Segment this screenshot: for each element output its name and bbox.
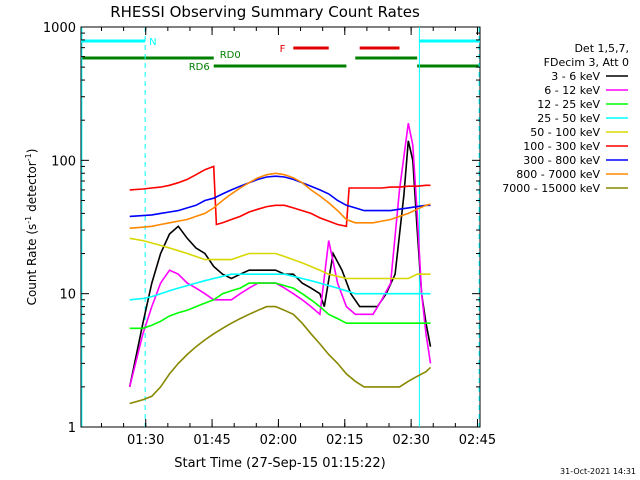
x-tick-label: 02:45 bbox=[459, 433, 496, 448]
legend-label: 100 - 300 keV bbox=[523, 140, 600, 153]
legend-label: 25 - 50 keV bbox=[537, 112, 600, 125]
legend-label: 7000 - 15000 keV bbox=[502, 182, 600, 195]
series-line bbox=[129, 282, 431, 330]
status-bar-label: RD6 bbox=[189, 62, 210, 73]
y-tick-label: 1000 bbox=[43, 21, 76, 36]
x-tick-label: 02:00 bbox=[260, 433, 297, 448]
series-line bbox=[128, 123, 432, 388]
plot-area: N F RD0 RD6 bbox=[80, 26, 481, 428]
legend-label: 300 - 800 keV bbox=[523, 154, 600, 167]
series-line bbox=[129, 305, 432, 405]
legend-header-line1: Det 1,5,7, bbox=[574, 42, 629, 55]
status-bar-label: RD0 bbox=[220, 50, 241, 61]
y-axis-label-sup2: -1 bbox=[24, 153, 33, 161]
series-lines bbox=[128, 123, 432, 405]
x-tick-label: 01:30 bbox=[127, 433, 164, 448]
status-bars: N F RD0 RD6 bbox=[81, 37, 480, 73]
series-line bbox=[129, 165, 431, 228]
x-tick-label: 02:15 bbox=[326, 433, 363, 448]
y-axis-label-sup1: -1 bbox=[24, 216, 33, 224]
y-axis-label: Count Rate (s-1 detector-1) bbox=[24, 149, 39, 306]
legend-label: 800 - 7000 keV bbox=[516, 168, 600, 181]
y-axis: 1 10 100 1000 bbox=[43, 21, 480, 436]
x-axis-label: Start Time (27-Sep-15 01:15:22) bbox=[174, 456, 385, 471]
status-bar-label: F bbox=[280, 44, 286, 55]
y-tick-label: 1 bbox=[68, 421, 76, 436]
status-bar-label: N bbox=[149, 37, 156, 48]
legend-header-line2: FDecim 3, Att 0 bbox=[544, 56, 629, 69]
series-line bbox=[129, 237, 431, 280]
x-axis: 01:30 01:45 02:00 02:15 02:30 02:45 bbox=[100, 27, 496, 448]
legend-label: 3 - 6 keV bbox=[551, 70, 600, 83]
plot-frame bbox=[80, 26, 481, 428]
x-tick-label: 02:30 bbox=[392, 433, 429, 448]
legend-label: 12 - 25 keV bbox=[537, 98, 600, 111]
footer-date: 31-Oct-2021 14:31 bbox=[560, 467, 636, 476]
series-line bbox=[129, 175, 431, 218]
legend-label: 6 - 12 keV bbox=[544, 84, 600, 97]
series-line bbox=[129, 273, 431, 301]
y-axis-label-mid: detector bbox=[25, 161, 39, 216]
y-axis-label-main: Count Rate (s bbox=[25, 224, 39, 306]
series-line bbox=[129, 172, 431, 229]
y-tick-label: 10 bbox=[59, 288, 76, 303]
legend-label: 50 - 100 keV bbox=[530, 126, 600, 139]
x-tick-label: 01:45 bbox=[193, 433, 230, 448]
y-axis-label-end: ) bbox=[25, 149, 39, 154]
chart-title: RHESSI Observing Summary Count Rates bbox=[110, 3, 420, 21]
y-tick-label: 100 bbox=[51, 154, 76, 169]
